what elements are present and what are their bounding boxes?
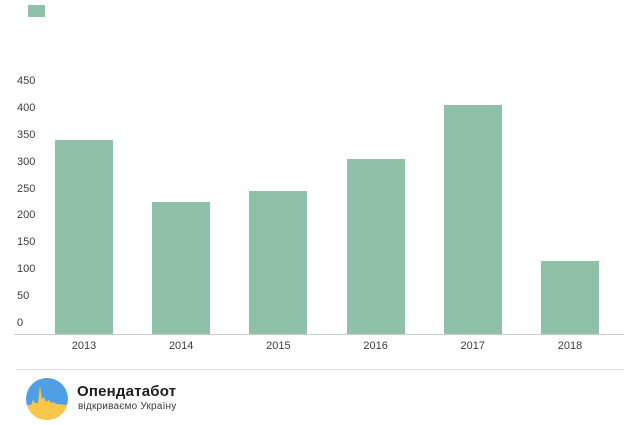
- bar-2013: [55, 140, 113, 334]
- bar-2015: [249, 191, 308, 334]
- y-tick-label: 150: [17, 236, 36, 249]
- x-axis-line: [14, 334, 624, 335]
- series-color-swatch: [28, 5, 45, 17]
- bar-2018: [541, 261, 599, 334]
- y-tick-label: 300: [17, 155, 36, 168]
- x-tick-label: 2014: [168, 340, 194, 352]
- bar-2017: [443, 105, 502, 334]
- y-tick-label: 400: [17, 101, 36, 114]
- opendatabot-logo-icon: [26, 378, 68, 420]
- y-tick-label: 250: [17, 182, 36, 195]
- brand-footer: Опендатабот відкриваємо Україну: [0, 355, 640, 425]
- y-tick-label: 50: [17, 290, 30, 303]
- y-tick-label: 100: [17, 263, 36, 276]
- brand-tagline: відкриваємо Україну: [78, 401, 177, 412]
- x-tick-label: 2015: [266, 340, 291, 352]
- bar-2016: [346, 158, 405, 334]
- x-tick-label: 2016: [363, 340, 388, 352]
- bar-chart: 0 50 100 150 200 250 300 350 400 450 2013 2014 2015…: [14, 74, 624, 352]
- brand-name: Опендатабот: [77, 383, 177, 400]
- y-tick-label: 0: [17, 317, 24, 329]
- y-tick-label: 200: [17, 209, 36, 222]
- footer-divider: [16, 369, 624, 370]
- y-tick-label: 350: [17, 128, 36, 141]
- x-tick-label: 2013: [71, 340, 97, 352]
- x-tick-label: 2018: [557, 340, 583, 352]
- y-tick-label: 450: [17, 74, 36, 87]
- bar-2014: [152, 201, 211, 334]
- x-tick-label: 2017: [460, 340, 486, 352]
